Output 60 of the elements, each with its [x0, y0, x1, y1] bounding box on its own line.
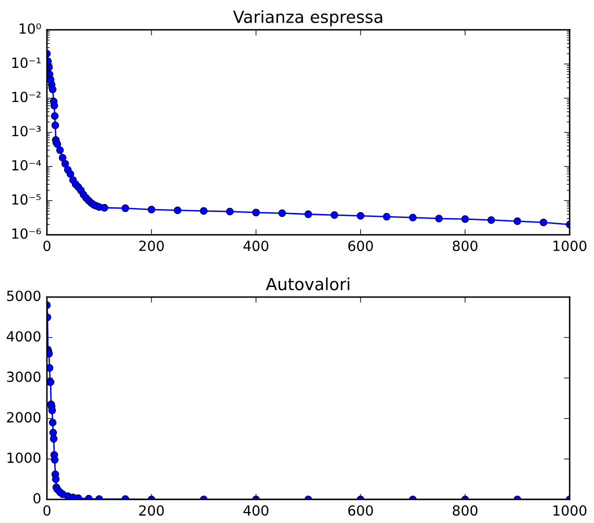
- point: [382, 212, 391, 220]
- point: [56, 146, 64, 154]
- chart-title: Autovalori: [266, 277, 350, 290]
- y-tick-label: 0: [33, 492, 40, 504]
- x-tick-label: 200: [139, 240, 164, 252]
- y-tick-label: 5000: [7, 290, 40, 302]
- y-tick-label: 10⁻⁶: [12, 228, 41, 239]
- point: [48, 418, 56, 426]
- point: [100, 204, 108, 212]
- y-tick-label: 4000: [6, 331, 40, 342]
- x-tick-label: 1000: [554, 240, 586, 252]
- point: [46, 364, 54, 372]
- x-tick-label: 800: [452, 505, 478, 516]
- point: [66, 170, 74, 178]
- point: [304, 210, 312, 218]
- chart-title: Varianza espressa: [233, 10, 382, 26]
- y-tick-label: 10⁻²: [12, 92, 40, 102]
- point: [278, 209, 286, 218]
- y-tick-label: 10⁻⁴: [12, 160, 41, 171]
- point: [50, 434, 58, 443]
- y-tick-label: 10⁻⁵: [12, 194, 41, 205]
- point: [48, 406, 56, 414]
- x-tick-label: 1000: [554, 505, 586, 516]
- point: [461, 215, 469, 223]
- x-tick-label: 400: [243, 240, 268, 252]
- x-tick-label: 0: [43, 240, 50, 252]
- point: [46, 63, 53, 72]
- x-tick-label: 400: [243, 505, 268, 516]
- point: [48, 86, 56, 94]
- point: [356, 212, 364, 220]
- point: [51, 122, 60, 130]
- y-tick-label: 2000: [7, 412, 40, 423]
- point: [50, 112, 59, 120]
- point: [409, 214, 417, 222]
- point: [200, 207, 208, 215]
- point: [52, 475, 60, 484]
- point: [50, 102, 58, 110]
- x-tick-label: 600: [348, 505, 373, 516]
- y-tick-label: 1000: [8, 452, 40, 464]
- point: [330, 211, 338, 219]
- point: [50, 456, 59, 464]
- point: [435, 214, 443, 222]
- point: [58, 154, 66, 162]
- y-tick-label: 10⁻¹: [12, 58, 41, 68]
- x-tick-label: 600: [348, 240, 373, 252]
- point: [514, 217, 522, 226]
- x-tick-label: 0: [43, 505, 50, 516]
- point: [61, 160, 70, 168]
- point: [122, 204, 130, 212]
- y-tick-label: 10⁰: [20, 23, 41, 34]
- point: [252, 208, 260, 216]
- x-tick-label: 800: [452, 240, 478, 252]
- y-tick-label: 10⁻³: [12, 126, 41, 136]
- x-tick-label: 200: [139, 505, 164, 516]
- point: [487, 216, 496, 224]
- point: [226, 208, 234, 216]
- point: [540, 218, 548, 226]
- y-tick-label: 3000: [7, 372, 40, 382]
- point: [148, 206, 156, 214]
- point: [174, 206, 182, 214]
